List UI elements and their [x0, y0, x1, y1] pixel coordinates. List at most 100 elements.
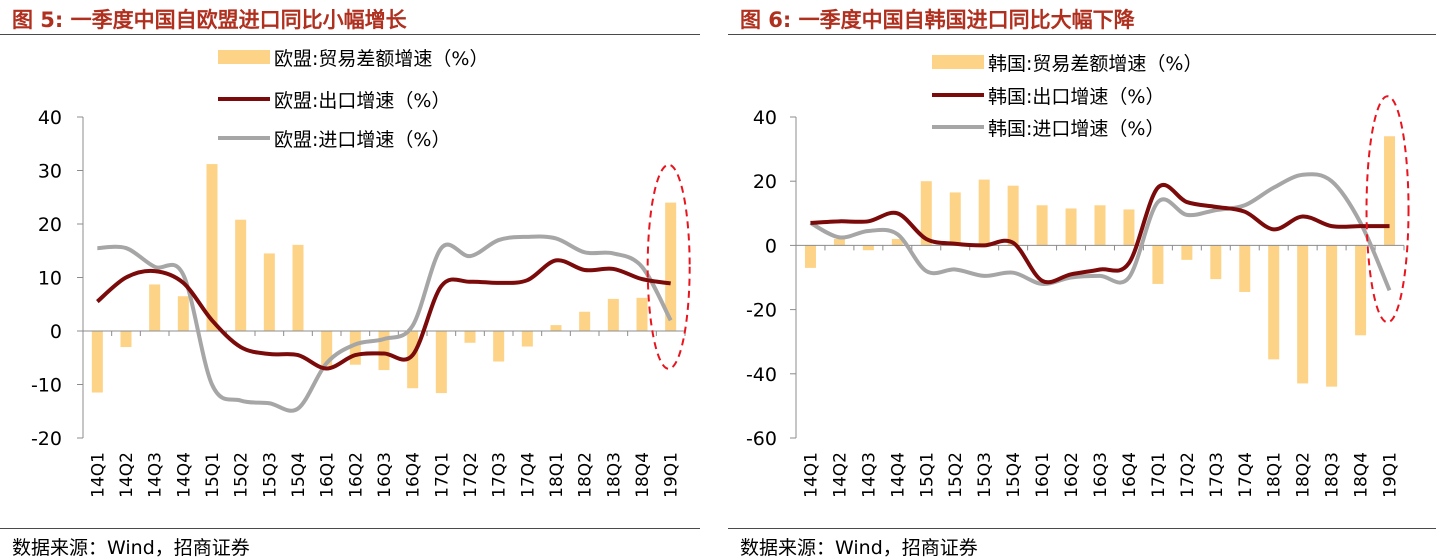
chart5-x-label-15Q4: 15Q4 — [289, 452, 309, 498]
chart5-line-export — [96, 258, 671, 371]
chart5-x-label-16Q1: 16Q1 — [318, 452, 338, 498]
chart6-x-label-18Q1: 18Q1 — [1265, 452, 1285, 498]
chart6-x-label-16Q3: 16Q3 — [1091, 452, 1111, 498]
chart6-highlight-ellipse — [1365, 95, 1410, 324]
chart5-x-label-19Q1: 19Q1 — [662, 452, 682, 498]
chart5-legend-label-2: 欧盟:进口增速（%） — [274, 129, 450, 151]
chart5-bar-15Q4 — [292, 244, 304, 331]
chart6-legend-label-2: 韩国:进口增速（%） — [988, 118, 1164, 140]
chart5-bar-18Q3 — [607, 298, 619, 331]
chart5-bar-14Q1 — [91, 331, 103, 393]
chart6-line-import — [809, 172, 1392, 292]
chart6-bar-17Q4 — [1239, 245, 1251, 292]
chart5-highlight-ellipse — [646, 163, 691, 370]
chart5-x-label-14Q2: 14Q2 — [117, 452, 137, 498]
chart5-bar-17Q3 — [493, 331, 505, 362]
chart-6-source: 数据来源：Wind，招商证券 — [740, 537, 978, 559]
chart5-bar-19Q1 — [665, 202, 677, 331]
chart-6-korea: 40 20 0 -20 -40 -60 14Q1 14Q2 14Q3 14Q4 15Q1 15Q2 15… — [746, 53, 1410, 498]
chart5-x-label-14Q1: 14Q1 — [88, 452, 108, 498]
chart6-y-tick-label-1: 20 — [753, 171, 777, 193]
chart-5-source: 数据来源：Wind，招商证券 — [12, 537, 250, 559]
chart-5-source-rule — [0, 528, 700, 529]
chart5-x-label-15Q1: 15Q1 — [203, 452, 223, 498]
chart5-legend-label-1: 欧盟:出口增速（%） — [274, 90, 450, 112]
chart5-x-label-18Q3: 18Q3 — [604, 452, 624, 498]
chart6-x-label-16Q2: 16Q2 — [1062, 452, 1082, 498]
chart5-y-tick-label-1: 30 — [38, 161, 62, 183]
chart6-y-tick-label-4: -40 — [746, 364, 777, 386]
chart6-x-label-15Q1: 15Q1 — [917, 452, 937, 498]
chart6-bar-16Q4 — [1123, 209, 1135, 246]
chart5-bar-16Q2 — [349, 331, 361, 365]
chart5-x-label-14Q4: 14Q4 — [174, 452, 194, 498]
chart6-x-label-14Q4: 14Q4 — [888, 452, 908, 498]
chart5-x-label-17Q1: 17Q1 — [432, 452, 452, 498]
chart6-x-label-16Q4: 16Q4 — [1120, 452, 1140, 498]
chart6-x-label-15Q4: 15Q4 — [1004, 452, 1024, 498]
chart-6-title-rule — [728, 34, 1436, 35]
chart6-x-label-17Q4: 17Q4 — [1236, 452, 1256, 498]
chart5-bar-16Q3 — [378, 331, 390, 371]
chart-6-source-rule — [728, 528, 1436, 529]
chart6-legend-label-0: 韩国:贸易差额增速（%） — [988, 53, 1202, 75]
chart6-bar-18Q4 — [1355, 245, 1367, 336]
chart5-bar-15Q1 — [206, 164, 218, 331]
chart5-x-label-16Q3: 16Q3 — [375, 452, 395, 498]
chart6-bar-18Q1 — [1268, 245, 1280, 360]
chart6-x-label-17Q1: 17Q1 — [1149, 452, 1169, 498]
chart-5-title: 图 5: 一季度中国自欧盟进口同比小幅增长 — [12, 8, 407, 32]
chart6-line-export — [810, 183, 1390, 285]
chart6-y-tick-label-5: -60 — [746, 428, 777, 450]
chart5-x-label-18Q1: 18Q1 — [547, 452, 567, 498]
chart6-bar-15Q1 — [920, 181, 932, 246]
chart6-x-label-18Q2: 18Q2 — [1294, 452, 1314, 498]
chart6-bar-18Q2 — [1297, 245, 1309, 384]
chart5-x-label-17Q4: 17Q4 — [518, 452, 538, 498]
chart5-y-tick-label-4: 0 — [50, 321, 62, 343]
chart5-bar-18Q4 — [636, 297, 648, 331]
chart5-x-label-17Q3: 17Q3 — [490, 452, 510, 498]
chart6-x-label-14Q2: 14Q2 — [830, 452, 850, 498]
chart5-bar-14Q4 — [177, 296, 189, 331]
chart6-bar-19Q1 — [1384, 136, 1396, 246]
chart5-line-import — [97, 234, 673, 413]
chart5-y-tick-label-6: -20 — [31, 428, 62, 450]
chart6-x-label-15Q3: 15Q3 — [975, 452, 995, 498]
chart5-x-label-15Q2: 15Q2 — [232, 452, 252, 498]
chart6-x-label-14Q3: 14Q3 — [859, 452, 879, 498]
chart6-x-label-18Q3: 18Q3 — [1323, 452, 1343, 498]
chart5-bar-17Q2 — [464, 331, 476, 343]
chart6-bar-17Q3 — [1210, 245, 1222, 280]
chart5-x-label-14Q3: 14Q3 — [146, 452, 166, 498]
chart5-y-tick-label-5: -10 — [31, 375, 62, 397]
chart6-legend-label-1: 韩国:出口增速（%） — [988, 86, 1164, 108]
chart5-bar-18Q2 — [579, 311, 591, 331]
chart6-x-label-18Q4: 18Q4 — [1352, 452, 1372, 498]
chart6-bar-17Q1 — [1152, 245, 1164, 284]
chart5-x-label-16Q2: 16Q2 — [346, 452, 366, 498]
chart6-bar-16Q3 — [1094, 205, 1106, 246]
chart6-y-tick-label-0: 40 — [753, 107, 777, 129]
chart6-bar-14Q4 — [891, 238, 903, 246]
chart6-bar-14Q2 — [833, 238, 845, 246]
chart6-bar-14Q1 — [804, 245, 816, 268]
chart5-legend-label-0: 欧盟:贸易差额增速（%） — [274, 48, 488, 70]
chart6-x-label-15Q2: 15Q2 — [946, 452, 966, 498]
chart5-bar-18Q1 — [550, 325, 562, 331]
chart5-y-tick-label-3: 10 — [38, 268, 62, 290]
chart5-bar-14Q2 — [120, 331, 132, 348]
chart5-bar-17Q1 — [435, 331, 447, 394]
chart6-x-label-17Q2: 17Q2 — [1178, 452, 1198, 498]
chart5-y-tick-label-2: 20 — [38, 214, 62, 236]
chart6-y-tick-label-3: -20 — [746, 300, 777, 322]
chart6-bar-14Q3 — [862, 245, 874, 251]
chart6-bar-15Q3 — [978, 179, 990, 246]
chart6-bar-16Q1 — [1036, 205, 1048, 246]
chart6-x-label-19Q1: 19Q1 — [1381, 452, 1401, 498]
chart6-bar-15Q4 — [1007, 185, 1019, 246]
chart6-legend-swatch-trade — [932, 55, 984, 69]
chart5-x-label-15Q3: 15Q3 — [260, 452, 280, 498]
chart5-y-tick-label-0: 40 — [38, 107, 62, 129]
chart5-x-label-18Q4: 18Q4 — [633, 452, 653, 498]
